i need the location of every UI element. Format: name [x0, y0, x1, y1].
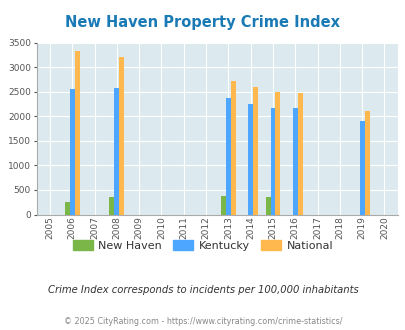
Text: Crime Index corresponds to incidents per 100,000 inhabitants: Crime Index corresponds to incidents per… [47, 285, 358, 295]
Bar [220, 196, 225, 214]
Bar [270, 108, 275, 214]
Bar [114, 87, 119, 214]
Bar [275, 92, 279, 214]
Text: New Haven Property Crime Index: New Haven Property Crime Index [65, 15, 340, 30]
Bar [230, 81, 235, 214]
Bar [359, 121, 364, 214]
Bar [75, 51, 79, 214]
Bar [265, 197, 270, 215]
Bar [70, 89, 75, 214]
Bar [225, 98, 230, 214]
Bar [65, 202, 70, 214]
Bar [119, 57, 124, 215]
Bar [364, 111, 369, 214]
Legend: New Haven, Kentucky, National: New Haven, Kentucky, National [68, 236, 337, 255]
Bar [297, 93, 302, 214]
Bar [292, 108, 297, 214]
Bar [247, 104, 252, 214]
Bar [252, 87, 258, 214]
Bar [109, 197, 114, 215]
Text: © 2025 CityRating.com - https://www.cityrating.com/crime-statistics/: © 2025 CityRating.com - https://www.city… [64, 317, 341, 326]
